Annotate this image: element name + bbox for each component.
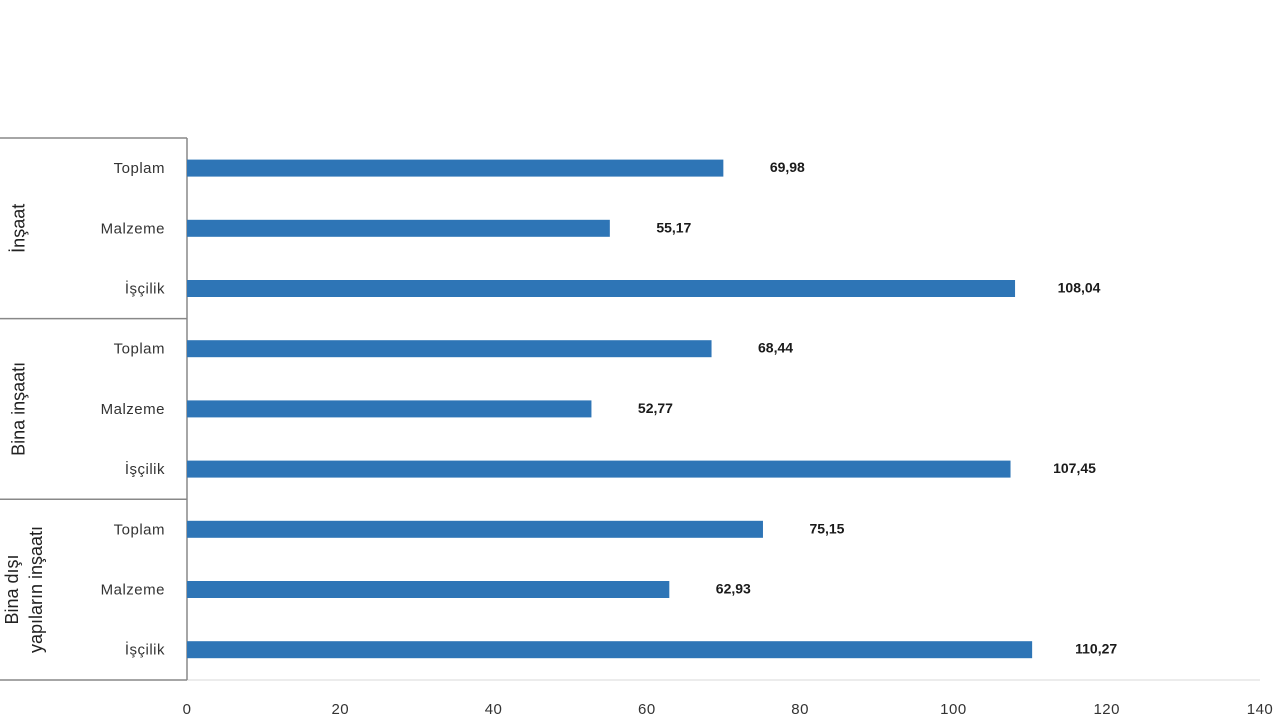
bar — [187, 460, 1011, 478]
data-label: 55,17 — [656, 219, 691, 235]
bar — [187, 280, 1016, 297]
bar — [187, 400, 592, 418]
group-label: Bina inşaatı — [9, 362, 29, 456]
data-label: 107,45 — [1053, 460, 1096, 476]
x-tick-label: 100 — [940, 701, 967, 718]
category-label: Toplam — [114, 341, 165, 358]
bar — [187, 219, 610, 237]
bar — [187, 581, 670, 598]
bar — [187, 340, 712, 358]
category-label: Toplam — [114, 160, 165, 177]
group-label: İnşaat — [9, 204, 29, 253]
data-label: 110,27 — [1075, 641, 1117, 657]
group-label: yapıların inşaatı — [26, 526, 46, 653]
data-label: 52,77 — [638, 400, 673, 416]
category-label: İşçilik — [125, 641, 165, 659]
bar — [187, 641, 1033, 659]
category-label: Malzeme — [101, 401, 165, 418]
x-tick-label: 140 — [1247, 701, 1274, 718]
group-label: Bina dışı — [2, 554, 22, 624]
data-label: 68,44 — [758, 340, 793, 356]
data-label: 75,15 — [809, 520, 844, 536]
x-tick-label: 120 — [1093, 701, 1120, 718]
data-label: 108,04 — [1058, 280, 1101, 296]
category-label: İşçilik — [125, 280, 165, 298]
data-label: 69,98 — [770, 159, 805, 175]
x-tick-label: 60 — [638, 701, 656, 718]
category-label: Toplam — [114, 521, 165, 538]
x-tick-label: 0 — [183, 701, 192, 718]
x-tick-label: 80 — [791, 701, 809, 718]
x-tick-label: 40 — [485, 701, 503, 718]
category-label: Malzeme — [101, 582, 165, 599]
bar — [187, 159, 724, 177]
category-label: İşçilik — [125, 460, 165, 478]
data-label: 62,93 — [716, 581, 751, 597]
x-tick-label: 20 — [331, 701, 349, 718]
category-label: Malzeme — [101, 220, 165, 237]
bar — [187, 520, 763, 538]
